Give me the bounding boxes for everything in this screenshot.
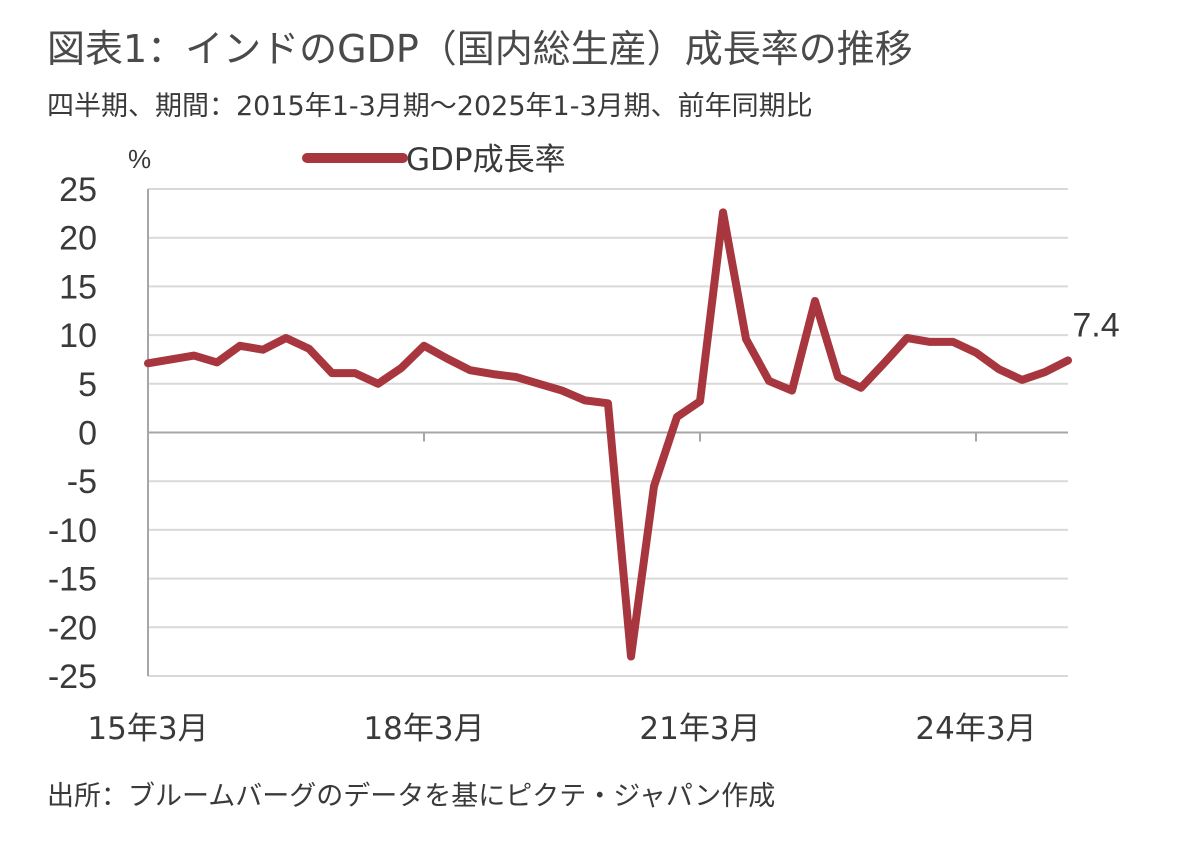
y-tick-label: 10: [59, 317, 97, 355]
x-tick-label: 18年3月: [363, 711, 484, 747]
legend: GDP成長率: [302, 142, 566, 178]
chart-subtitle: 四半期、期間：2015年1-3月期～2025年1-3月期、前年同期比: [47, 91, 813, 122]
x-tick-label: 21年3月: [639, 711, 760, 747]
source-note: 出所：ブルームバーグのデータを基にピクテ・ジャパン作成: [47, 781, 775, 812]
y-tick-label: 15: [59, 268, 97, 306]
y-axis-unit: %: [128, 144, 151, 174]
y-axis-ticks: 25 20 15 10 5 0 -5 -10 -15 -20 -25: [48, 171, 97, 696]
y-tick-label: 20: [59, 220, 97, 258]
legend-label: GDP成長率: [406, 142, 566, 178]
y-tick-label: -25: [48, 658, 97, 696]
x-tick-label: 24年3月: [915, 711, 1036, 747]
y-tick-label: 25: [59, 171, 97, 209]
series-line-gdp-growth: [144, 208, 1072, 661]
y-tick-label: -10: [48, 512, 97, 550]
gridlines: [148, 188, 1068, 677]
y-tick-label: -5: [67, 463, 97, 501]
y-tick-label: -15: [48, 561, 97, 599]
chart-title: 図表1：インドのGDP（国内総生産）成長率の推移: [47, 27, 913, 71]
series-gdp-growth: [144, 208, 1072, 661]
y-tick-label: -20: [48, 609, 97, 647]
last-value-label: 7.4: [1072, 306, 1119, 344]
x-tick-label: 15年3月: [87, 711, 208, 747]
y-tick-label: 5: [78, 366, 97, 404]
x-axis-ticks: 15年3月 18年3月 21年3月 24年3月: [87, 432, 1037, 747]
y-tick-label: 0: [78, 415, 97, 453]
